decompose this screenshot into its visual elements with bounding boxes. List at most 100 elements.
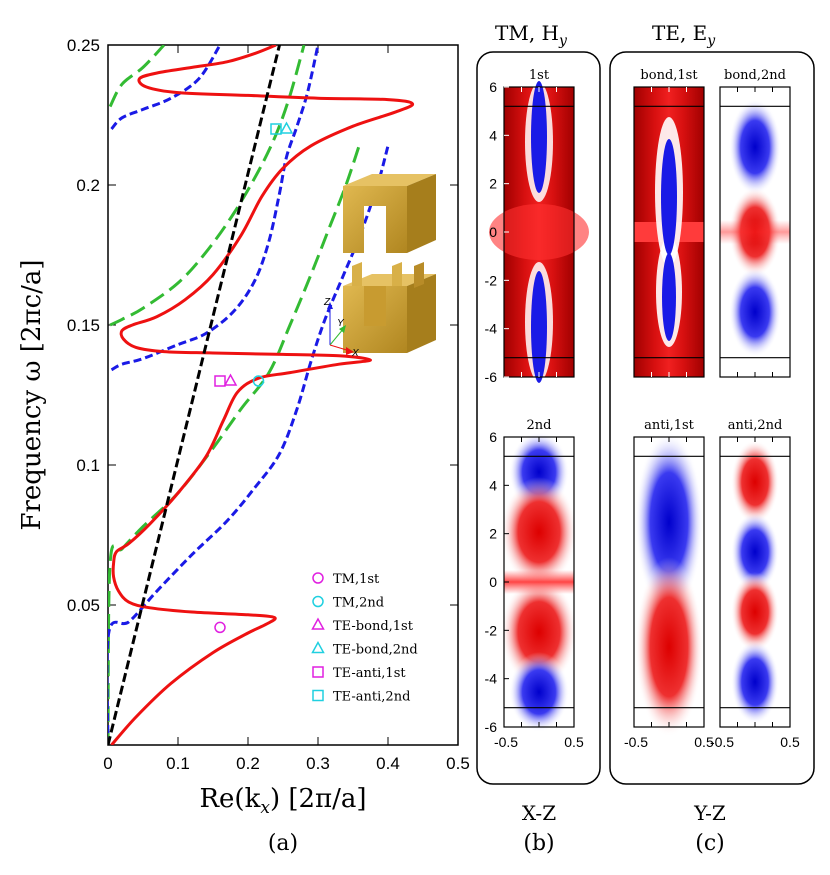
y-tick-label: 2 xyxy=(489,526,497,542)
yz-label: Y-Z xyxy=(693,801,726,825)
y-tick-label: 0.25 xyxy=(67,36,100,55)
marker-triangle xyxy=(223,373,238,386)
blue-dispersion-curve xyxy=(110,45,320,372)
y-tick-label: 0 xyxy=(489,224,497,240)
marker-square xyxy=(312,666,324,678)
marker-triangle xyxy=(279,121,294,134)
x-tick-label: 0.5 xyxy=(564,734,584,750)
te-bond-2nd-map: bond,2nd xyxy=(719,68,791,378)
y-tick-label: 0.2 xyxy=(76,176,100,195)
legend-entry: TE-bond,1st xyxy=(333,619,414,634)
dispersion-curves xyxy=(108,45,415,745)
y-tick-label: -6 xyxy=(485,719,498,735)
red-dispersion-curve xyxy=(110,45,415,745)
y-tick-label: 2 xyxy=(489,176,497,192)
legend-entry: TM,1st xyxy=(333,572,380,587)
marker-points xyxy=(214,121,294,634)
blue-field-lobe xyxy=(662,253,676,341)
x-tick-label: -0.5 xyxy=(494,734,518,750)
marker-circle xyxy=(312,595,324,608)
te-anti-2nd-map: -0.5 0.5 anti,2nd xyxy=(710,418,800,750)
tm-1st-map: 6 4 2 0 -2 -4 -6 1st xyxy=(485,68,589,385)
legend-entry: TE-bond,2nd xyxy=(333,643,418,658)
marker-square xyxy=(214,375,226,387)
map-title: bond,2nd xyxy=(724,68,786,83)
y-tick-label: 6 xyxy=(489,429,497,445)
y-tick-label: 0.15 xyxy=(67,316,100,335)
map-title: 1st xyxy=(529,68,550,83)
marker-triangle xyxy=(311,640,325,654)
tm-group-frame xyxy=(476,51,601,785)
x-axis-title: Re(kx) [2π/a] xyxy=(199,784,366,818)
map-title: anti,2nd xyxy=(728,418,783,433)
y-tick-label: 0.05 xyxy=(67,596,100,615)
coordinate-axes-icon: Z Y X xyxy=(323,297,359,359)
legend-entry: TE-anti,2nd xyxy=(333,690,410,705)
marker-circle xyxy=(312,572,324,584)
y-tick-label: -6 xyxy=(485,369,498,385)
red-field-lobe xyxy=(501,477,577,587)
te-field-panel: TE, Ey bond,1st bond,2nd -0.5 0.5anti,1st… xyxy=(609,21,815,856)
red-field-lobe xyxy=(720,220,790,244)
blue-field-lobe xyxy=(729,99,781,195)
marker-triangle xyxy=(311,617,325,630)
split-ring-structure-icon xyxy=(343,174,436,353)
blue-field-lobe xyxy=(531,81,547,193)
light-line xyxy=(108,45,281,745)
red-field-lobe xyxy=(501,577,577,687)
red-field-lobe xyxy=(489,204,589,260)
blue-field-lobe xyxy=(635,432,703,612)
x-tick-label: -0.5 xyxy=(624,734,648,750)
x-tick-label: 0.3 xyxy=(306,754,330,773)
x-tick-label: 0.2 xyxy=(236,754,260,773)
y-tick-label: 4 xyxy=(489,127,497,143)
dispersion-plot: 0 0.1 0.2 0.3 0.4 0.5 0.05 0.1 0.15 0.2 0.25 Z Y xyxy=(17,36,470,856)
te-group-frame xyxy=(609,51,815,785)
green-dispersion-curve xyxy=(108,142,362,745)
x-tick-label: 0 xyxy=(103,754,112,773)
legend-entry: TE-anti,1st xyxy=(333,666,406,681)
tm-2nd-map: 6 4 2 0 -2 -4 -6-0.5 0.5 2nd xyxy=(485,418,584,750)
blue-field-lobe xyxy=(731,640,779,724)
blue-field-lobe xyxy=(531,271,547,383)
red-field-lobe xyxy=(731,572,779,652)
marker-circle xyxy=(252,375,265,387)
blue-field-lobe xyxy=(509,652,569,732)
blue-dispersion-curve xyxy=(110,45,222,131)
panel-c-label: (c) xyxy=(695,831,725,856)
marker-square xyxy=(270,123,282,135)
te-bond-1st-map: bond,1st xyxy=(633,68,705,378)
plot-frame xyxy=(107,44,459,746)
green-dispersion-curve xyxy=(109,45,306,327)
y-tick-label: 0.1 xyxy=(76,456,100,475)
red-field-lobe xyxy=(731,440,779,524)
green-dispersion-curve xyxy=(108,45,166,108)
blue-field-lobe xyxy=(731,512,779,592)
red-field-lobe xyxy=(635,557,703,737)
xz-label: X-Z xyxy=(522,801,556,825)
y-tick-label: -4 xyxy=(485,321,498,337)
x-tick-label: 0.4 xyxy=(376,754,400,773)
y-tick-label: 6 xyxy=(489,79,497,95)
x-tick-label: -0.5 xyxy=(710,734,734,750)
y-tick-label: -2 xyxy=(485,622,498,638)
panel-a-label: (a) xyxy=(268,831,298,856)
marker-square xyxy=(312,689,324,702)
y-axis-label: Y xyxy=(337,318,345,329)
y-tick-label: -4 xyxy=(485,671,498,687)
marker-circle xyxy=(214,621,226,634)
z-axis-label: Z xyxy=(323,297,331,308)
map-title: 2nd xyxy=(527,418,552,433)
panel-b-label: (b) xyxy=(523,831,554,856)
y-axis-title: Frequency ω [2πc/a] xyxy=(17,259,47,530)
blue-field-lobe xyxy=(661,139,677,255)
x-axis-label: X xyxy=(351,348,359,359)
x-tick-label: 0.5 xyxy=(780,734,800,750)
te-anti-1st-map: -0.5 0.5 anti,1st xyxy=(624,418,714,750)
y-tick-label: 4 xyxy=(489,477,497,493)
x-tick-label: 0.5 xyxy=(446,754,470,773)
y-tick-label: 0 xyxy=(489,574,497,590)
y-tick-label: -2 xyxy=(485,272,498,288)
